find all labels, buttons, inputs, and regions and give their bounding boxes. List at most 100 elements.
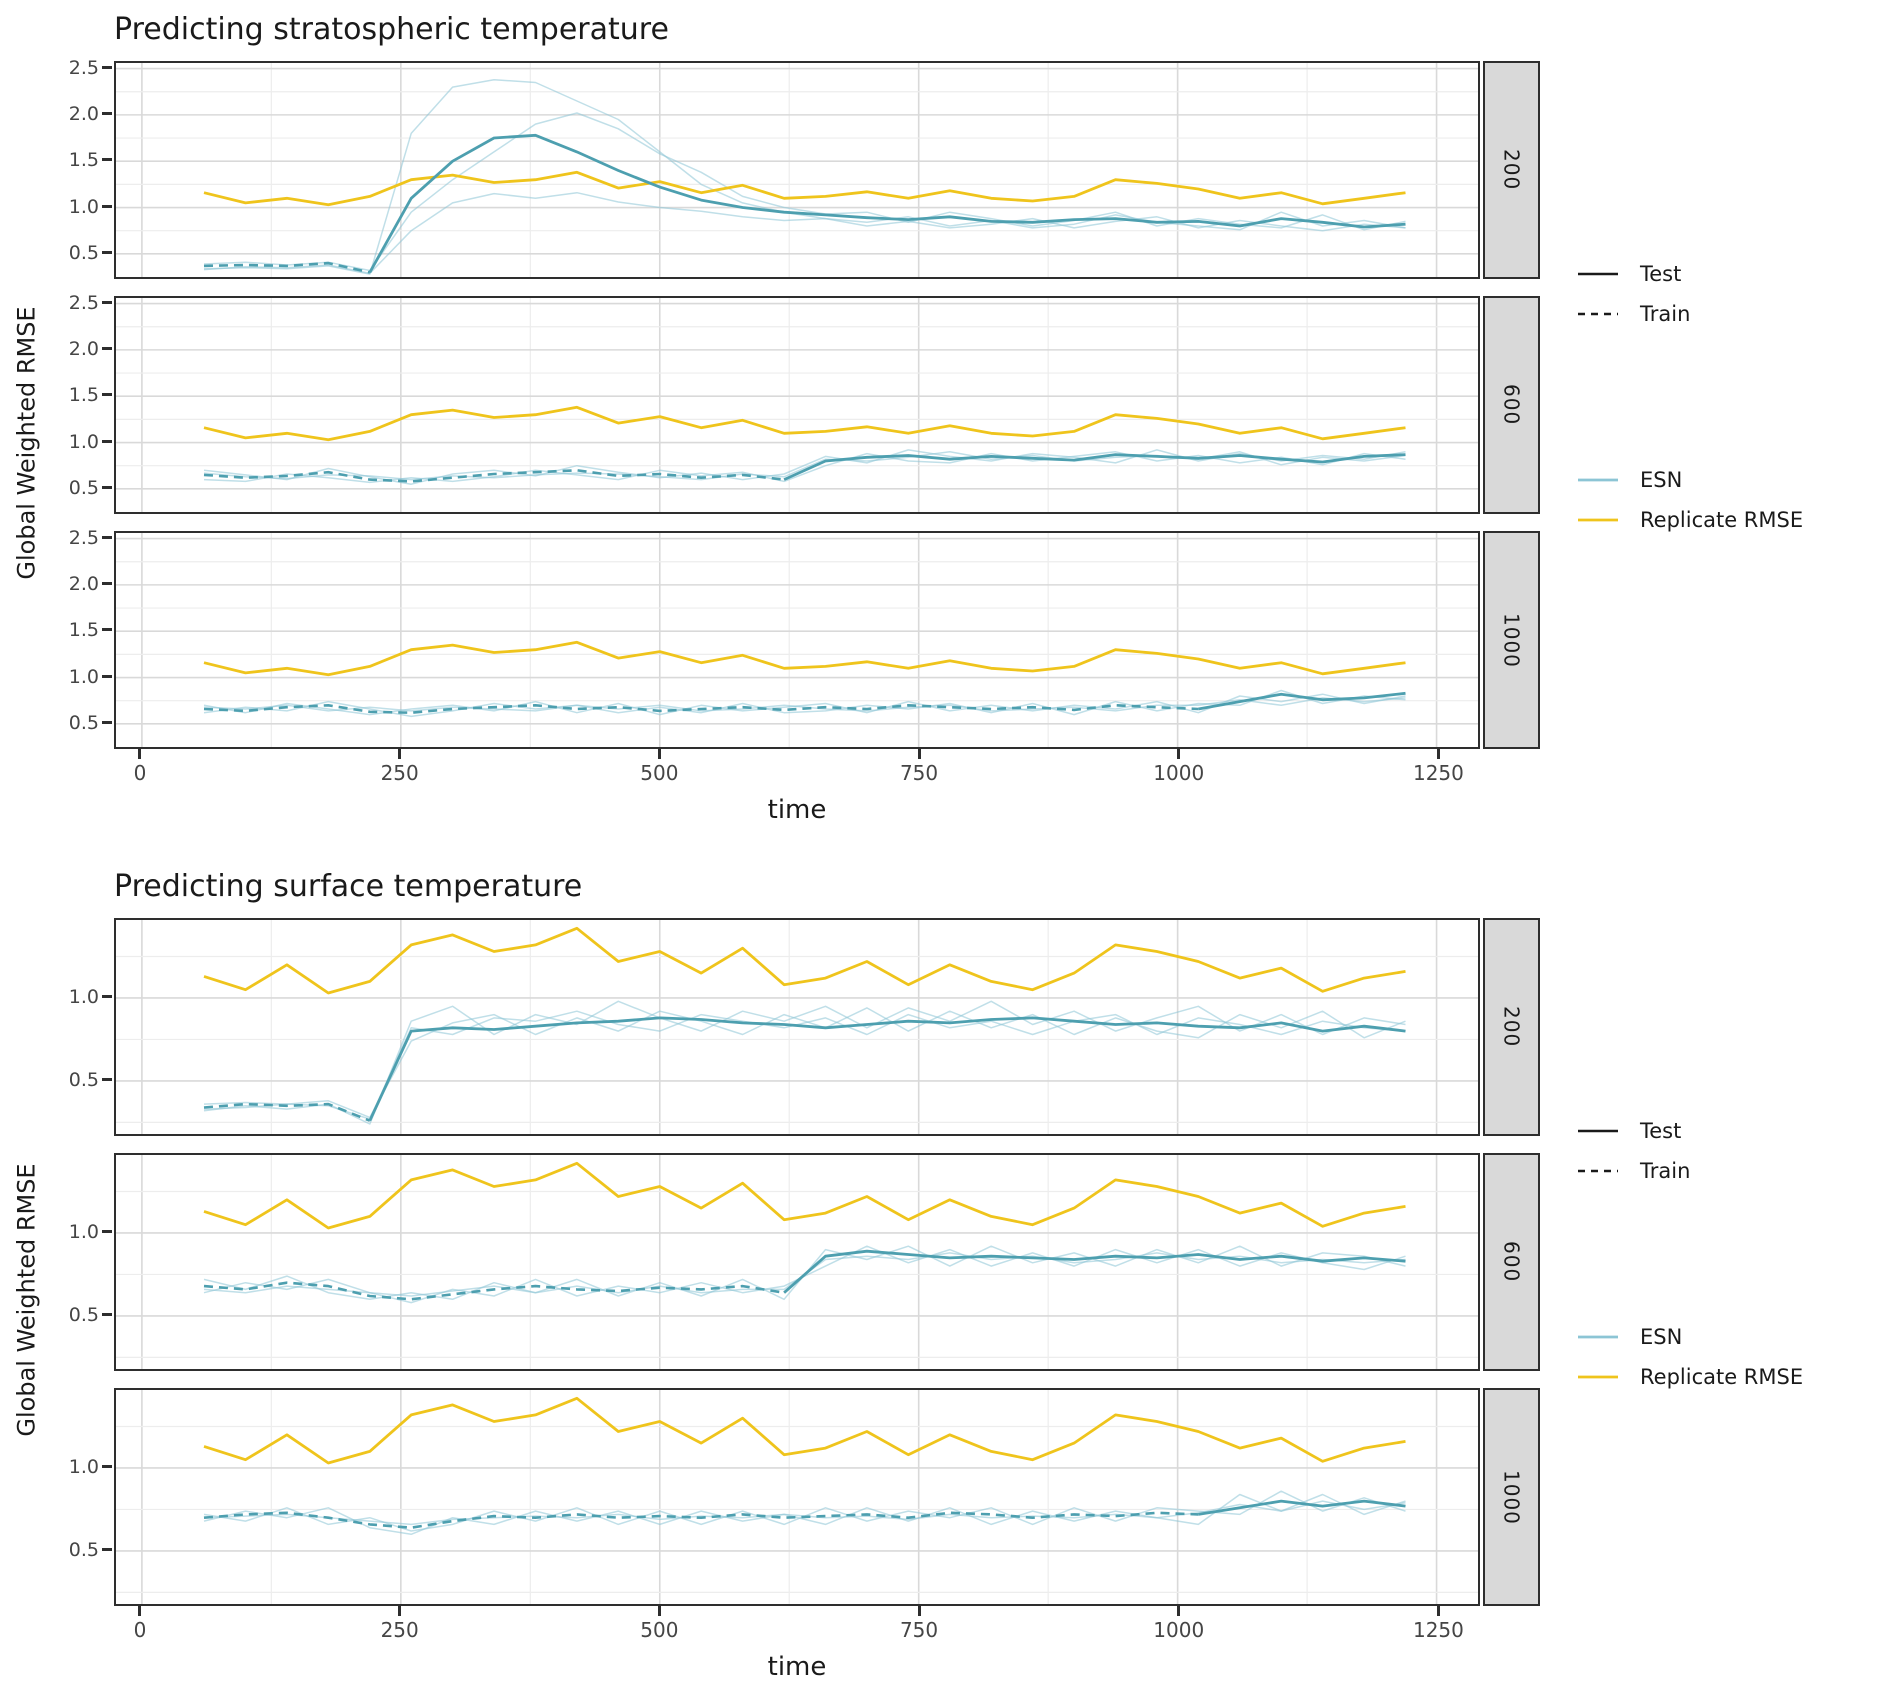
x-tick-mark [138, 749, 142, 759]
y-tick-label: 2.0 [68, 572, 99, 595]
facet-row: 0.5 1.0 1.5 2.0 2.5 200 [46, 56, 1540, 279]
y-tick-mark [102, 250, 112, 254]
x-tick-mark [398, 749, 402, 759]
x-tick-label: 250 [380, 1618, 419, 1642]
x-tick-mark [1177, 1606, 1181, 1616]
facet-container: 0.5 1.0 200 0.5 1.0 600 0.5 1.0 1000 [46, 918, 1540, 1606]
y-tick-label: 0.5 [68, 1068, 99, 1091]
facet-panel-canvas [116, 920, 1478, 1134]
figure-title: Predicting stratospheric temperature [114, 12, 669, 47]
x-tick-label: 750 [899, 761, 939, 785]
facet-row: 0.5 1.0 600 [46, 1153, 1540, 1371]
esn-test-line [1198, 691, 1406, 711]
replicate-rmse-line-key-icon [1578, 518, 1618, 522]
y-tick-mark [102, 628, 112, 632]
y-axis-title: Global Weighted RMSE [13, 1163, 41, 1437]
x-axis-row: 0 250 500 750 1000 1250 [46, 749, 1540, 789]
legend-label-replicate-rmse: Replicate RMSE [1640, 508, 1804, 532]
facet-panel-canvas [116, 63, 1478, 277]
y-tick-mark [102, 485, 112, 489]
y-tick-mark [102, 111, 112, 115]
figure-stratospheric: Predicting stratospheric temperature Glo… [8, 12, 1892, 825]
figure-title: Predicting surface temperature [114, 869, 583, 904]
facet-panel [114, 918, 1480, 1136]
y-tick-mark [102, 535, 112, 539]
esn-test-line [368, 133, 1406, 274]
facet-strip-label: 1000 [1499, 612, 1524, 668]
facet-row: 0.5 1.0 1.5 2.0 2.5 600 [46, 291, 1540, 514]
replicate-rmse-line-key-icon [1578, 1375, 1618, 1379]
facet-strip-label: 200 [1499, 1006, 1524, 1048]
esn-replicate-line [203, 449, 1406, 485]
x-tick-label: 0 [133, 1618, 147, 1642]
legend-item-esn: ESN [1576, 468, 1892, 492]
figure-surface: Predicting surface temperature Global We… [8, 869, 1892, 1682]
replicate-rmse-line [203, 170, 1406, 207]
y-tick-label: 2.5 [68, 291, 99, 314]
x-tick-mark [138, 1606, 142, 1616]
legend-label-test: Test [1640, 1119, 1682, 1143]
replicate-rmse-line [203, 1161, 1406, 1230]
replicate-rmse-line [203, 640, 1406, 677]
x-tick-label: 500 [640, 761, 679, 785]
esn-test-line [1198, 1499, 1406, 1516]
y-tick-mark [102, 1077, 112, 1081]
x-tick-label: 750 [899, 1618, 939, 1642]
legend-label-esn: ESN [1640, 1325, 1683, 1349]
facet-panel-canvas [116, 1155, 1478, 1369]
esn-train-line [203, 704, 1199, 714]
x-tick-mark [917, 749, 921, 759]
legend-label-train: Train [1640, 1159, 1691, 1183]
y-tick-mark [102, 1464, 112, 1468]
legend-item-replicate-rmse: Replicate RMSE [1576, 508, 1892, 532]
x-axis-title: time [767, 795, 827, 825]
facet-container: 0.5 1.0 1.5 2.0 2.5 200 0.5 1.0 1.5 2.0 2.5 600 … [46, 56, 1540, 749]
esn-train-line [203, 469, 785, 483]
legend-label-train: Train [1640, 302, 1691, 326]
y-tick-label: 1.0 [68, 430, 99, 453]
facet-panel-canvas [116, 533, 1478, 747]
x-axis: 0 250 500 750 1000 1250 [114, 1606, 1480, 1646]
y-tick-label: 0.5 [68, 1538, 99, 1561]
legend: Test Train ESN Replicate RMSE [1540, 869, 1892, 1682]
y-tick-label: 2.0 [68, 337, 99, 360]
x-tick-mark [1436, 1606, 1440, 1616]
facet-strip: 200 [1483, 918, 1540, 1136]
facet-panel [114, 1388, 1480, 1606]
legend-linetype-group: Test Train [1576, 262, 1892, 326]
facet-row: 0.5 1.0 1000 [46, 1388, 1540, 1606]
facet-panel-canvas [116, 1390, 1478, 1604]
y-tick-label: 2.5 [68, 56, 99, 79]
y-tick-label: 1.5 [68, 384, 99, 407]
facet-strip: 1000 [1483, 531, 1540, 749]
x-tick-mark [917, 1606, 921, 1616]
esn-replicate-line [203, 1007, 1406, 1119]
y-tick-mark [102, 439, 112, 443]
legend-item-train: Train [1576, 302, 1892, 326]
facet-strip-label: 1000 [1499, 1469, 1524, 1525]
legend-item-replicate-rmse: Replicate RMSE [1576, 1365, 1892, 1389]
facet-strip: 200 [1483, 61, 1540, 279]
y-tick-label: 1.0 [68, 665, 99, 688]
y-tick-mark [102, 346, 112, 350]
esn-replicate-line [203, 697, 1406, 712]
legend-color-group: ESN Replicate RMSE [1576, 1325, 1892, 1389]
y-tick-mark [102, 720, 112, 724]
test-line-key-icon [1578, 1129, 1618, 1133]
x-tick-label: 0 [133, 761, 147, 785]
facet-strip: 600 [1483, 296, 1540, 514]
y-tick-label: 1.0 [68, 985, 99, 1008]
facet-panel [114, 531, 1480, 749]
y-axis-gutter: 0.5 1.0 [46, 1388, 114, 1606]
esn-train-line [203, 1281, 785, 1301]
facet-strip: 600 [1483, 1153, 1540, 1371]
y-tick-mark [102, 674, 112, 678]
figure-main-area: Predicting stratospheric temperature Glo… [8, 12, 1540, 825]
y-tick-label: 1.0 [68, 1220, 99, 1243]
x-tick-mark [657, 749, 661, 759]
y-tick-mark [102, 1229, 112, 1233]
x-axis: 0 250 500 750 1000 1250 [114, 749, 1480, 789]
facet-row: 0.5 1.0 1.5 2.0 2.5 1000 [46, 528, 1540, 749]
legend-item-esn: ESN [1576, 1325, 1892, 1349]
y-tick-label: 2.0 [68, 102, 99, 125]
